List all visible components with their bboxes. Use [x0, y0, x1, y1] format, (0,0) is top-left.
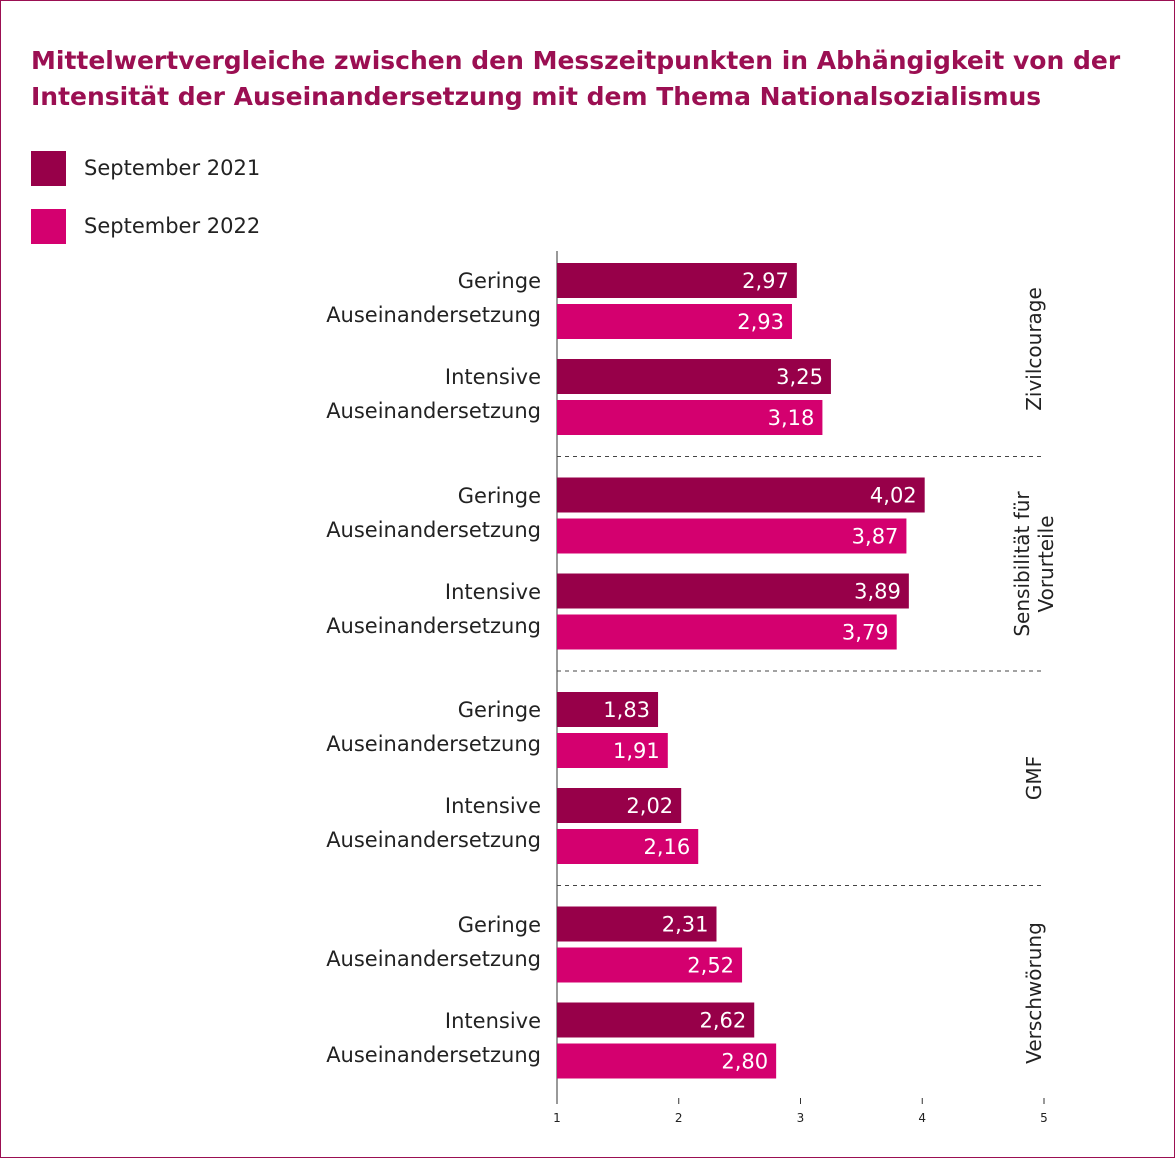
bar	[557, 477, 925, 513]
data-label: 3,87	[852, 525, 899, 549]
data-label: 2,02	[626, 794, 673, 818]
bar	[557, 573, 909, 609]
bar	[557, 906, 717, 942]
data-label: 2,93	[737, 310, 784, 334]
data-label: 3,89	[854, 580, 901, 604]
x-tick-label: 4	[918, 1111, 926, 1125]
bar	[557, 359, 831, 394]
bar	[557, 947, 743, 983]
data-label: 2,31	[662, 913, 709, 937]
bar	[557, 304, 792, 339]
group-label: GMF	[1022, 755, 1046, 801]
data-label: 3,25	[776, 365, 823, 389]
bar	[557, 518, 907, 554]
data-label: 2,97	[742, 269, 789, 293]
category-label: Geringe Auseinandersetzung	[326, 269, 541, 327]
data-label: 2,80	[721, 1050, 768, 1074]
x-tick-label: 1	[553, 1111, 561, 1125]
bar	[557, 692, 659, 727]
legend-label: September 2022	[84, 214, 261, 238]
legend-swatch	[31, 209, 66, 244]
group-label: Zivilcourage	[1022, 287, 1046, 411]
bar	[557, 788, 682, 823]
bar	[557, 263, 797, 298]
x-tick-label: 2	[675, 1111, 683, 1125]
data-label: 3,79	[842, 621, 889, 645]
category-label: Intensive Auseinandersetzung	[326, 794, 541, 852]
category-label: Intensive Auseinandersetzung	[326, 1008, 541, 1067]
data-label: 2,16	[643, 835, 690, 859]
bar	[557, 614, 897, 650]
data-label: 1,83	[603, 698, 650, 722]
bar	[557, 733, 668, 768]
group-label: Verschwörung	[1022, 921, 1046, 1064]
bar	[557, 829, 699, 864]
x-tick-label: 5	[1040, 1111, 1048, 1125]
category-label: Intensive Auseinandersetzung	[326, 365, 541, 423]
bar	[557, 1043, 777, 1079]
legend-swatch	[31, 151, 66, 186]
data-label: 4,02	[870, 484, 917, 508]
category-label: Geringe Auseinandersetzung	[326, 483, 541, 542]
chart-title: Mittelwertvergleiche zwischen den Messze…	[31, 46, 1121, 111]
category-label: Geringe Auseinandersetzung	[326, 912, 541, 971]
bar	[557, 400, 823, 435]
x-tick-label: 3	[797, 1111, 805, 1125]
data-label: 1,91	[613, 739, 660, 763]
data-label: 2,52	[687, 954, 734, 978]
group-label: Sensibilität für Vorurteile	[1010, 490, 1058, 637]
legend-label: September 2021	[84, 156, 261, 180]
category-label: Geringe Auseinandersetzung	[326, 698, 541, 756]
category-label: Intensive Auseinandersetzung	[326, 579, 541, 638]
data-label: 2,62	[699, 1009, 746, 1033]
bar	[557, 1002, 755, 1038]
data-label: 3,18	[768, 406, 815, 430]
